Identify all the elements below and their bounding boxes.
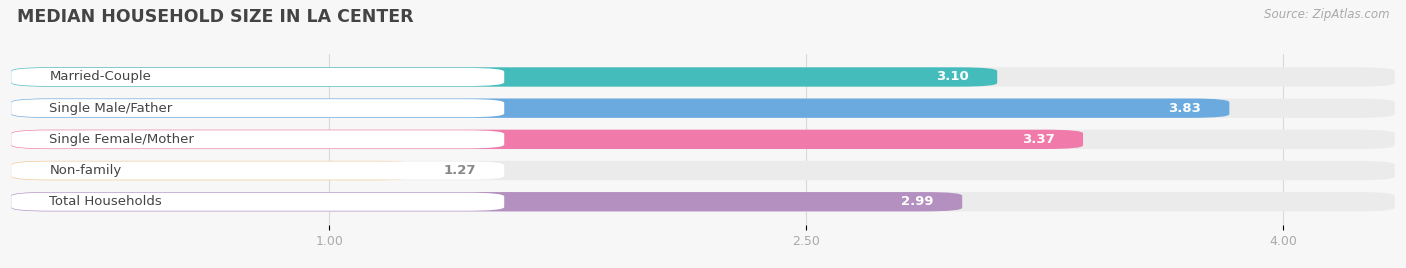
FancyBboxPatch shape [11, 99, 1395, 118]
Text: Total Households: Total Households [49, 195, 162, 208]
FancyBboxPatch shape [11, 68, 505, 86]
Text: 3.10: 3.10 [936, 70, 969, 84]
FancyBboxPatch shape [11, 67, 997, 87]
Text: 3.83: 3.83 [1168, 102, 1201, 115]
FancyBboxPatch shape [11, 192, 962, 211]
FancyBboxPatch shape [11, 99, 1229, 118]
FancyBboxPatch shape [11, 130, 505, 148]
FancyBboxPatch shape [11, 192, 1395, 211]
Text: Single Female/Mother: Single Female/Mother [49, 133, 194, 146]
FancyBboxPatch shape [11, 161, 415, 180]
FancyBboxPatch shape [11, 161, 1395, 180]
Text: MEDIAN HOUSEHOLD SIZE IN LA CENTER: MEDIAN HOUSEHOLD SIZE IN LA CENTER [17, 8, 413, 26]
FancyBboxPatch shape [11, 193, 505, 211]
FancyBboxPatch shape [11, 130, 1395, 149]
FancyBboxPatch shape [11, 67, 1395, 87]
Text: 3.37: 3.37 [1022, 133, 1054, 146]
FancyBboxPatch shape [11, 162, 505, 180]
Text: Single Male/Father: Single Male/Father [49, 102, 173, 115]
Text: Source: ZipAtlas.com: Source: ZipAtlas.com [1264, 8, 1389, 21]
Text: Non-family: Non-family [49, 164, 122, 177]
FancyBboxPatch shape [11, 130, 1083, 149]
Text: 2.99: 2.99 [901, 195, 934, 208]
FancyBboxPatch shape [11, 99, 505, 117]
Text: 1.27: 1.27 [444, 164, 477, 177]
Text: Married-Couple: Married-Couple [49, 70, 152, 84]
